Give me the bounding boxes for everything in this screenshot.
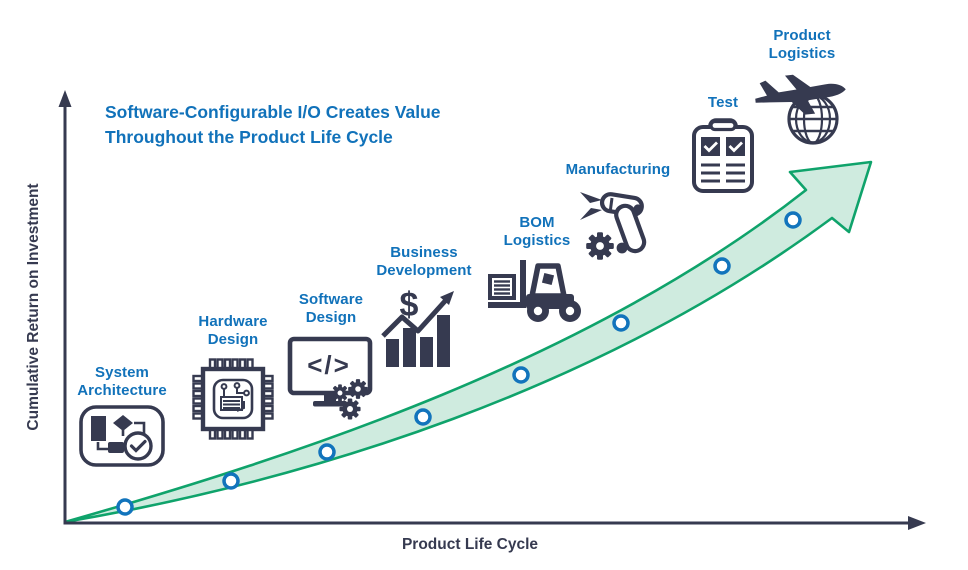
stage-label: Hardware Design bbox=[198, 313, 268, 348]
stage-product-logistics: Product Logistics bbox=[750, 27, 854, 145]
curve-marker bbox=[318, 443, 336, 461]
stage-label: Manufacturing bbox=[565, 161, 671, 178]
stage-manufacturing: Manufacturing bbox=[556, 161, 680, 266]
curve-marker bbox=[612, 314, 630, 332]
curve-marker bbox=[116, 498, 134, 516]
x-axis-arrowhead bbox=[908, 516, 926, 530]
stage-software-design: Software Design </> bbox=[281, 291, 381, 423]
chart-title-line1: Software-Configurable I/O Creates Value bbox=[105, 102, 441, 122]
curve-marker bbox=[713, 257, 731, 275]
y-axis-arrowhead bbox=[58, 90, 72, 107]
stage-label: Business Development bbox=[376, 244, 472, 279]
chart-title-line2: Throughout the Product Life Cycle bbox=[105, 126, 393, 147]
stage-system-architecture: System Architecture bbox=[60, 364, 184, 468]
x-axis-label: Product Life Cycle bbox=[401, 536, 539, 553]
stage-test: Test bbox=[686, 94, 760, 195]
code-monitor-icon: </> bbox=[287, 337, 372, 420]
y-axis-label: Cumulative Return on Investment bbox=[25, 183, 42, 431]
microchip-icon bbox=[192, 358, 274, 441]
system-architecture-icon bbox=[79, 405, 165, 468]
airplane-globe-icon bbox=[755, 75, 846, 145]
forklift-icon bbox=[488, 260, 581, 323]
curve-marker bbox=[414, 408, 432, 426]
stage-label: Test bbox=[707, 94, 739, 111]
curve-marker bbox=[222, 472, 240, 490]
roi-band bbox=[63, 160, 873, 524]
stage-bom-logistics: BOM Logistics bbox=[478, 214, 596, 324]
code-glyph: </> bbox=[307, 350, 351, 380]
checklist-icon bbox=[692, 117, 754, 193]
stage-label: System Architecture bbox=[77, 364, 167, 399]
stage-hardware-design: Hardware Design bbox=[177, 313, 289, 445]
stage-business-development: Business Development $ bbox=[366, 244, 482, 370]
growth-chart-icon: $ bbox=[381, 286, 454, 368]
stage-label: Product Logistics bbox=[768, 27, 836, 62]
stage-label: Software Design bbox=[298, 291, 364, 326]
chart-title: Software-Configurable I/O Creates Value … bbox=[105, 100, 441, 149]
robot-arm-icon bbox=[580, 191, 647, 260]
curve-markers bbox=[116, 211, 802, 516]
stage-label: BOM Logistics bbox=[503, 214, 571, 249]
curve-marker bbox=[784, 211, 802, 229]
dollar-glyph: $ bbox=[400, 286, 419, 324]
curve-marker bbox=[512, 366, 530, 384]
